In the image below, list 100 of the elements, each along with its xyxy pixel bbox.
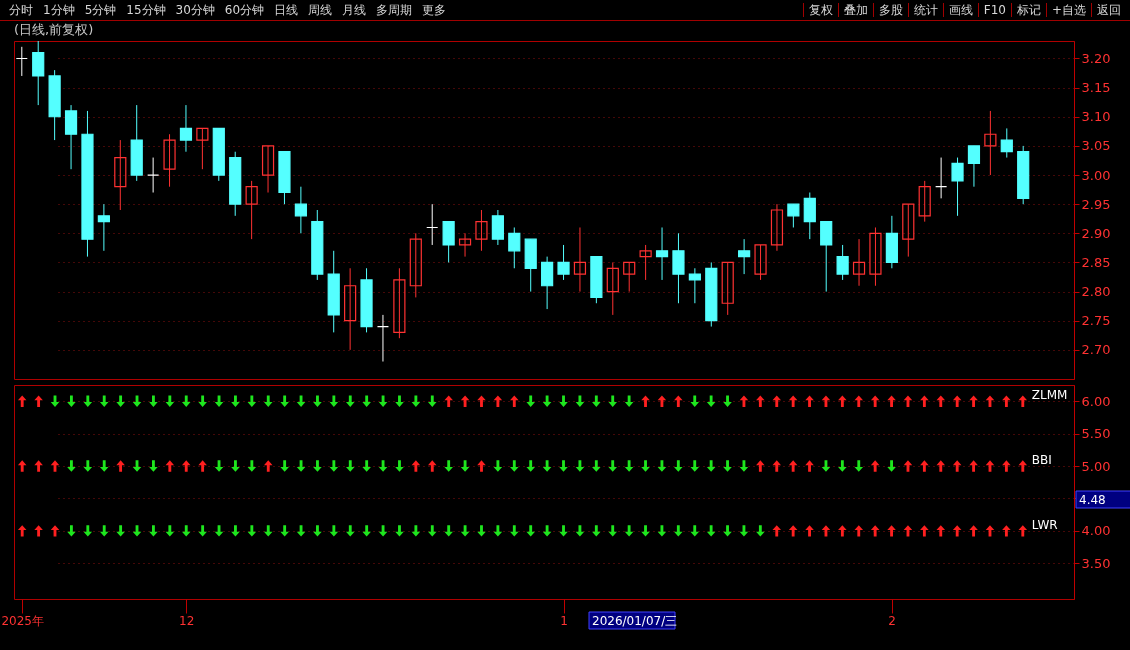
point [116, 395, 125, 407]
point [247, 460, 257, 472]
text: +自选 [1045, 2, 1091, 17]
point [329, 525, 339, 537]
candlestick [294, 186, 307, 234]
point [510, 460, 519, 472]
x-tick-label: 1 [560, 613, 568, 628]
point [690, 460, 700, 472]
point [870, 460, 880, 472]
point [149, 395, 158, 407]
point [428, 460, 437, 472]
point [592, 525, 601, 537]
point [280, 395, 289, 407]
point [788, 460, 798, 472]
candlestick [196, 127, 209, 170]
point [674, 525, 683, 537]
point [411, 525, 421, 537]
point [706, 460, 716, 472]
candlestick [951, 157, 964, 217]
point [165, 395, 175, 407]
point [641, 395, 650, 407]
text: 返回 [1091, 2, 1126, 17]
text: 30分钟 [174, 2, 216, 17]
candlestick [541, 256, 554, 310]
point [477, 460, 486, 472]
text: 复权 [802, 2, 838, 17]
point [116, 460, 125, 472]
point [411, 460, 421, 472]
point [329, 395, 339, 407]
point [575, 395, 585, 407]
text: 多股 [872, 2, 908, 17]
point [788, 395, 798, 407]
point [83, 395, 93, 407]
point [674, 395, 683, 407]
point [542, 525, 552, 537]
point [263, 395, 273, 407]
candlestick [606, 261, 619, 316]
point [444, 395, 453, 407]
candlestick [918, 180, 931, 223]
point [559, 525, 568, 537]
point [772, 395, 782, 407]
point [838, 525, 847, 537]
point [526, 460, 535, 472]
point [756, 460, 765, 472]
point [920, 395, 929, 407]
point [247, 525, 257, 537]
point [444, 460, 453, 472]
candlestick [409, 232, 422, 298]
point [280, 460, 289, 472]
point [345, 525, 355, 537]
point [231, 460, 240, 472]
x-tick-label: 12 [179, 613, 195, 628]
x-tick-label: 2 [888, 613, 896, 628]
candlestick [967, 145, 981, 188]
point [641, 460, 650, 472]
point [887, 525, 896, 537]
point [608, 395, 617, 407]
candlestick [475, 209, 488, 252]
point [575, 460, 585, 472]
candlestick [655, 226, 669, 281]
text: 分时 [8, 2, 34, 17]
x-tick-label: 2025年 [1, 613, 44, 628]
point [624, 525, 634, 537]
point [624, 460, 634, 472]
point [231, 525, 240, 537]
point [772, 460, 782, 472]
point [559, 460, 568, 472]
point [805, 395, 814, 407]
point [805, 525, 814, 537]
text: 4.48 [1079, 493, 1106, 507]
y-tick-label: 2.95 [1081, 196, 1111, 212]
candlestick [508, 226, 521, 269]
point [362, 395, 371, 407]
point [17, 395, 27, 407]
candlestick [376, 314, 390, 363]
point [34, 525, 43, 537]
point [542, 460, 552, 472]
point [493, 460, 503, 472]
y-tick-label: 2.75 [1081, 313, 1111, 329]
point [838, 395, 847, 407]
candlestick [147, 157, 160, 194]
text: 月线 [341, 2, 368, 17]
candlestick [738, 238, 751, 275]
point [263, 525, 273, 537]
point [17, 460, 27, 472]
text: 多周期 [375, 2, 414, 17]
point [969, 460, 978, 472]
point [362, 460, 371, 472]
candlestick [984, 110, 997, 176]
point [887, 395, 896, 407]
point [756, 395, 765, 407]
point [854, 460, 864, 472]
point [181, 525, 191, 537]
point [510, 395, 519, 407]
point [460, 460, 470, 472]
point [870, 395, 880, 407]
text: 更多 [421, 2, 448, 17]
y-tick-label: 5.50 [1081, 426, 1111, 442]
point [67, 460, 76, 472]
candlestick [64, 104, 78, 170]
